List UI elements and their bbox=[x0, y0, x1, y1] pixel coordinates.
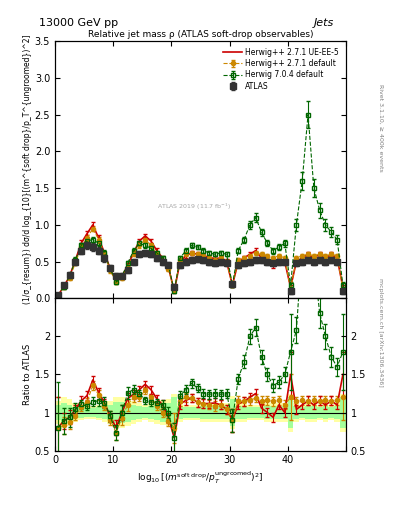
Herwig++ 2.7.1 UE-EE-5 bbox=[265, 259, 270, 265]
Herwig++ 2.7.1 UE-EE-5 bbox=[143, 233, 147, 239]
Herwig++ 2.7.1 UE-EE-5 bbox=[294, 259, 299, 265]
Herwig++ 2.7.1 UE-EE-5 bbox=[224, 259, 229, 265]
Herwig++ 2.7.1 UE-EE-5 bbox=[137, 238, 142, 244]
Herwig++ 2.7.1 UE-EE-5 bbox=[119, 273, 124, 280]
Y-axis label: Ratio to ATLAS: Ratio to ATLAS bbox=[23, 344, 32, 405]
Herwig++ 2.7.1 UE-EE-5 bbox=[114, 278, 118, 284]
Herwig++ 2.7.1 UE-EE-5 bbox=[108, 266, 113, 272]
Text: Jets: Jets bbox=[314, 18, 334, 28]
Herwig++ 2.7.1 UE-EE-5 bbox=[236, 259, 241, 265]
Herwig++ 2.7.1 UE-EE-5 bbox=[323, 255, 328, 261]
Herwig++ 2.7.1 UE-EE-5 bbox=[259, 255, 264, 261]
Herwig++ 2.7.1 UE-EE-5 bbox=[230, 282, 235, 288]
Herwig++ 2.7.1 UE-EE-5 bbox=[300, 255, 305, 261]
Herwig++ 2.7.1 UE-EE-5 bbox=[160, 255, 165, 261]
Herwig++ 2.7.1 UE-EE-5 bbox=[166, 265, 171, 271]
Herwig++ 2.7.1 UE-EE-5 bbox=[67, 273, 72, 280]
Herwig++ 2.7.1 UE-EE-5 bbox=[149, 238, 153, 244]
Herwig++ 2.7.1 UE-EE-5 bbox=[317, 251, 322, 258]
Herwig++ 2.7.1 UE-EE-5 bbox=[335, 255, 340, 261]
Herwig++ 2.7.1 UE-EE-5 bbox=[201, 253, 206, 259]
Herwig++ 2.7.1 UE-EE-5 bbox=[73, 257, 78, 263]
Herwig++ 2.7.1 UE-EE-5 bbox=[312, 255, 316, 261]
Herwig++ 2.7.1 UE-EE-5 bbox=[306, 251, 310, 258]
Herwig++ 2.7.1 UE-EE-5 bbox=[131, 250, 136, 256]
Herwig++ 2.7.1 UE-EE-5 bbox=[207, 254, 211, 260]
Herwig++ 2.7.1 UE-EE-5 bbox=[184, 253, 188, 259]
Text: ATLAS 2019 (11.7 fb$^{-1}$): ATLAS 2019 (11.7 fb$^{-1}$) bbox=[157, 201, 231, 211]
Text: Rivet 3.1.10, ≥ 400k events: Rivet 3.1.10, ≥ 400k events bbox=[378, 84, 383, 172]
Herwig++ 2.7.1 UE-EE-5 bbox=[288, 284, 293, 290]
Herwig++ 2.7.1 UE-EE-5 bbox=[213, 255, 217, 262]
Herwig++ 2.7.1 UE-EE-5 bbox=[253, 247, 258, 253]
Herwig++ 2.7.1 UE-EE-5 bbox=[189, 250, 194, 256]
Herwig++ 2.7.1 UE-EE-5 bbox=[90, 222, 95, 228]
Herwig++ 2.7.1 UE-EE-5 bbox=[178, 259, 182, 265]
Y-axis label: (1/σ_{resum}) dσ/d log_{10}[(m^{soft drop}/p_T^{ungroomed})^2]: (1/σ_{resum}) dσ/d log_{10}[(m^{soft dro… bbox=[23, 35, 32, 305]
Herwig++ 2.7.1 UE-EE-5 bbox=[102, 250, 107, 256]
Herwig++ 2.7.1 UE-EE-5 bbox=[79, 240, 84, 246]
X-axis label: $\log_{10}[(m^{\mathrm{soft\ drop}}/p_T^{\mathrm{ungroomed}})^2]$: $\log_{10}[(m^{\mathrm{soft\ drop}}/p_T^… bbox=[137, 470, 264, 486]
Herwig++ 2.7.1 UE-EE-5 bbox=[195, 251, 200, 258]
Herwig++ 2.7.1 UE-EE-5 bbox=[172, 288, 176, 294]
Herwig++ 2.7.1 UE-EE-5 bbox=[271, 262, 275, 268]
Title: Relative jet mass ρ (ATLAS soft-drop observables): Relative jet mass ρ (ATLAS soft-drop obs… bbox=[88, 30, 313, 39]
Herwig++ 2.7.1 UE-EE-5 bbox=[154, 247, 159, 253]
Herwig++ 2.7.1 UE-EE-5 bbox=[248, 251, 252, 258]
Line: Herwig++ 2.7.1 UE-EE-5: Herwig++ 2.7.1 UE-EE-5 bbox=[58, 225, 343, 295]
Herwig++ 2.7.1 UE-EE-5 bbox=[329, 251, 334, 258]
Herwig++ 2.7.1 UE-EE-5 bbox=[283, 259, 287, 265]
Text: 13000 GeV pp: 13000 GeV pp bbox=[39, 18, 118, 28]
Herwig++ 2.7.1 UE-EE-5 bbox=[341, 284, 345, 290]
Legend: Herwig++ 2.7.1 UE-EE-5, Herwig++ 2.7.1 default, Herwig 7.0.4 default, ATLAS: Herwig++ 2.7.1 UE-EE-5, Herwig++ 2.7.1 d… bbox=[220, 45, 342, 94]
Herwig++ 2.7.1 UE-EE-5 bbox=[242, 255, 246, 261]
Herwig++ 2.7.1 UE-EE-5 bbox=[125, 262, 130, 268]
Herwig++ 2.7.1 UE-EE-5 bbox=[84, 230, 89, 237]
Text: mcplots.cern.ch [arXiv:1306.3436]: mcplots.cern.ch [arXiv:1306.3436] bbox=[378, 279, 383, 387]
Herwig++ 2.7.1 UE-EE-5 bbox=[61, 284, 66, 290]
Herwig++ 2.7.1 UE-EE-5 bbox=[219, 255, 223, 261]
Herwig++ 2.7.1 UE-EE-5 bbox=[277, 255, 281, 261]
Herwig++ 2.7.1 UE-EE-5 bbox=[55, 292, 60, 298]
Herwig++ 2.7.1 UE-EE-5 bbox=[96, 235, 101, 241]
